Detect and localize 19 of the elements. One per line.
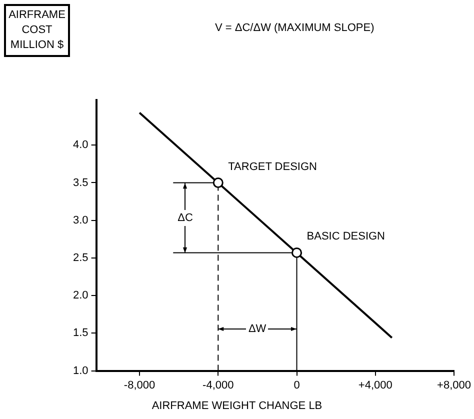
- y-tick-label: 2.0: [72, 290, 88, 302]
- annotation: ΔC: [176, 210, 195, 226]
- x-tick-label: +4,000: [358, 379, 392, 392]
- x-tick-label: -8,000: [124, 379, 156, 392]
- annotation: ΔW: [246, 320, 268, 337]
- annotation: BASIC DESIGN: [306, 230, 386, 243]
- x-tick-label: -4,000: [202, 379, 234, 392]
- y-tick-label: 1.5: [72, 327, 88, 340]
- y-tick-label: 3.0: [72, 214, 88, 226]
- annotation: TARGET DESIGN: [228, 160, 318, 173]
- y-tick-label: 4.0: [72, 139, 88, 152]
- text: V = ΔC/ΔW (MAXIMUM SLOPE): [215, 22, 374, 34]
- y-tick-label: 2.5: [72, 252, 88, 264]
- x-tick-label: +8,000: [437, 379, 471, 392]
- y-axis-title: AIRFRAME COST MILLION $: [4, 4, 70, 57]
- y-tick-label: 1.0: [72, 364, 88, 377]
- x-axis-title: AIRFRAME WEIGHT CHANGE LB: [150, 400, 324, 412]
- x-tick-label: 0: [294, 379, 300, 392]
- y-tick-label: 3.5: [72, 176, 88, 189]
